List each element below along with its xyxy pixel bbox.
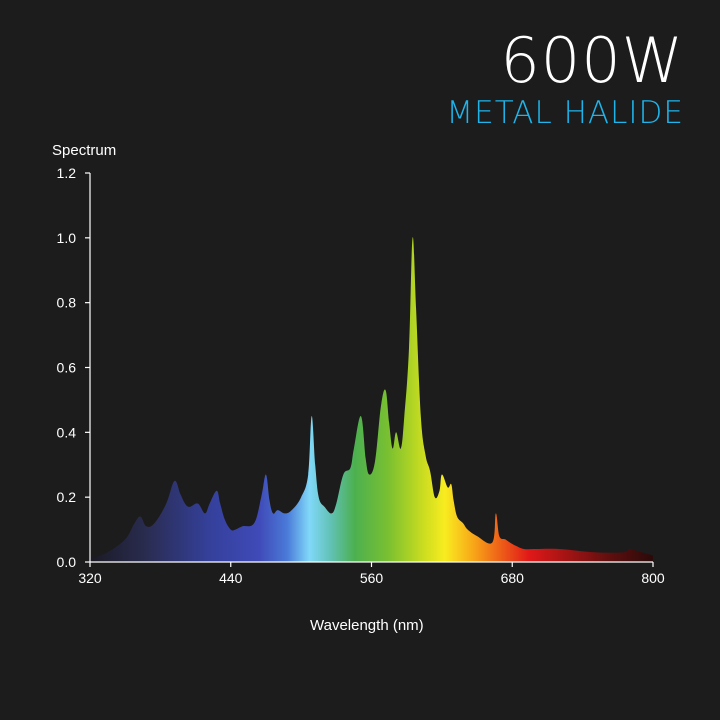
x-tick-label: 800 [641, 570, 665, 586]
y-tick-label: 0.6 [57, 360, 77, 376]
y-tick-label: 0.0 [57, 554, 77, 570]
y-tick-label: 1.2 [57, 165, 77, 181]
chart-subtitle: METAL HALIDE [446, 95, 684, 131]
chart-title: 600W [500, 24, 684, 97]
axes: 0.0 0.2 0.4 0.6 0.8 1.0 1.2 320 440 560 680 800 [57, 165, 665, 586]
x-axis-label: Wavelength (nm) [310, 617, 424, 634]
x-tick-label: 440 [219, 570, 243, 586]
y-tick-label: 0.4 [57, 424, 77, 440]
x-tick-label: 560 [360, 570, 384, 586]
y-tick-label: 1.0 [57, 230, 77, 246]
y-tick-label: 0.2 [57, 489, 77, 505]
y-tick-label: 0.8 [57, 295, 77, 311]
x-tick-label: 680 [501, 570, 525, 586]
x-tick-label: 320 [78, 570, 102, 586]
spectrum-area [90, 237, 653, 562]
y-axis-label: Spectrum [52, 142, 117, 159]
